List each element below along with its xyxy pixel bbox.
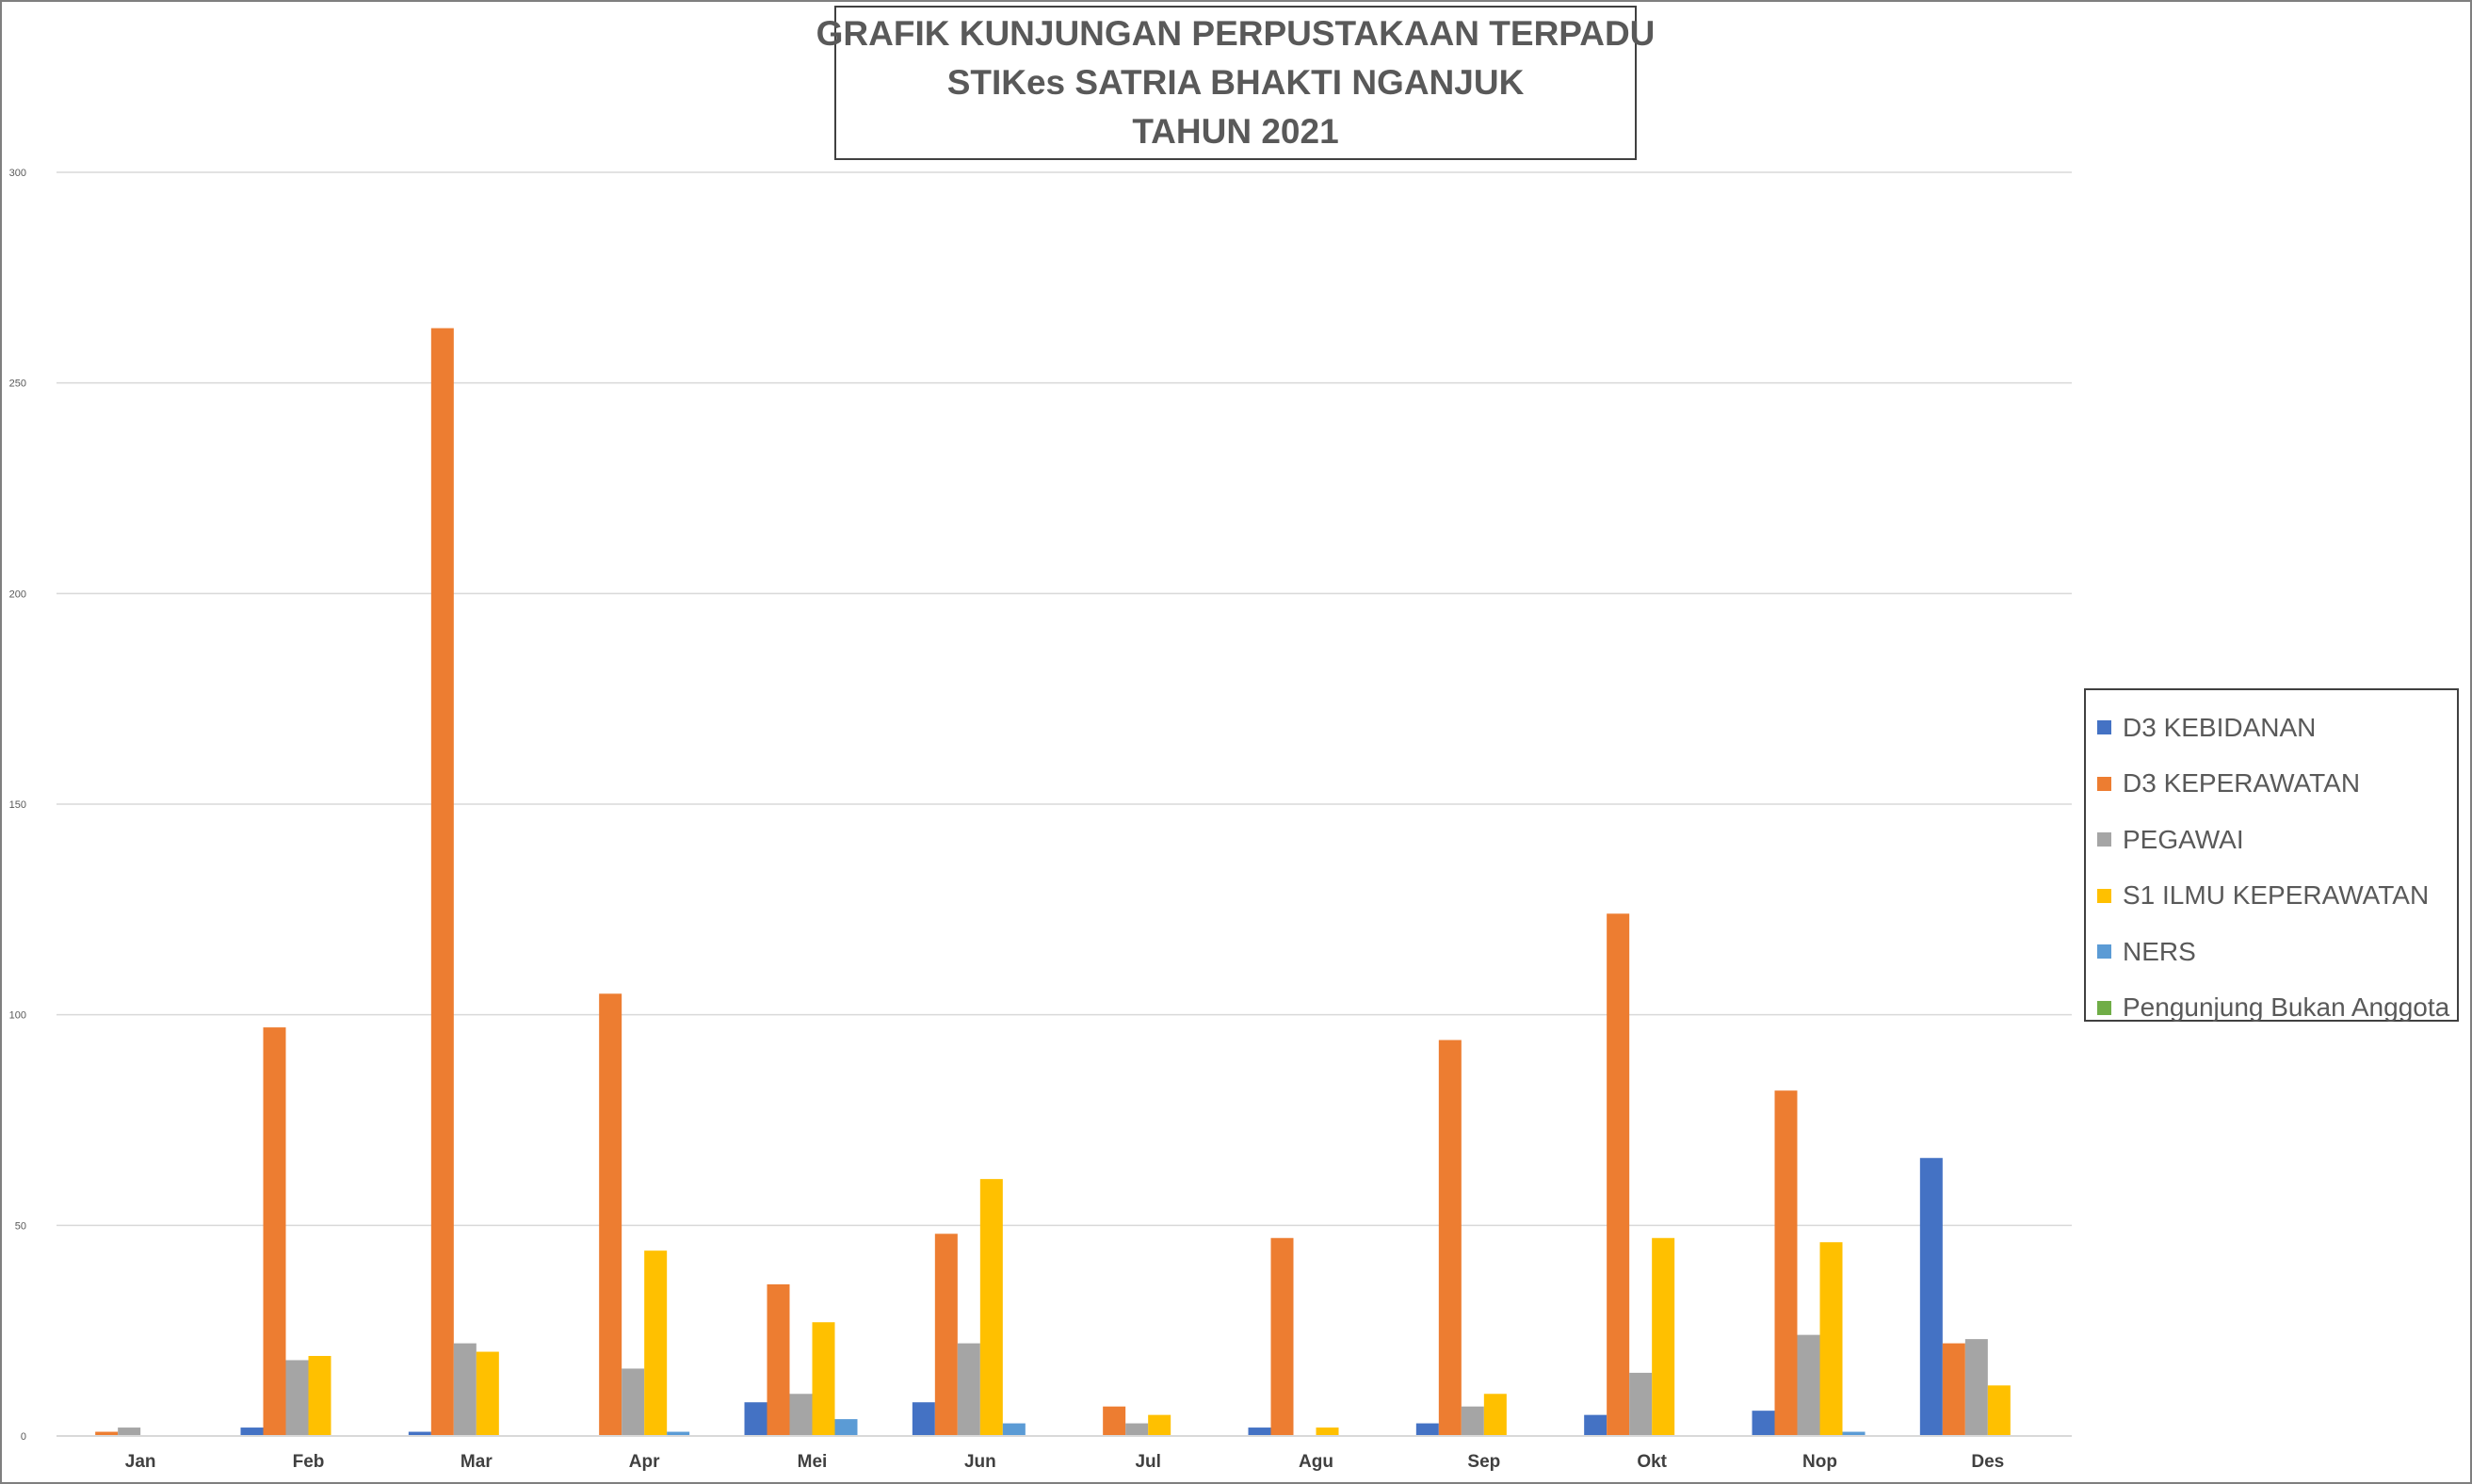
x-category-label: Des [1971, 1452, 2004, 1472]
x-category-label: Nop [1802, 1452, 1837, 1472]
legend-swatch [2097, 944, 2111, 960]
bar-agu-series-3 [1316, 1428, 1339, 1436]
bar-jun-series-4 [1002, 1423, 1026, 1436]
legend-label: NERS [2123, 936, 2196, 966]
bar-feb-series-0 [240, 1428, 264, 1436]
bar-mei-series-0 [744, 1402, 767, 1436]
y-tick-label: 50 [15, 1220, 26, 1232]
bar-feb-series-1 [263, 1027, 286, 1436]
bar-nop-series-3 [1819, 1242, 1843, 1436]
bar-sep-series-0 [1415, 1423, 1439, 1436]
legend-item-ners: NERS [2086, 924, 2457, 980]
y-tick-label: 100 [9, 1010, 26, 1022]
x-category-label: Jan [125, 1452, 156, 1472]
x-category-label: Okt [1637, 1452, 1667, 1472]
bar-jan-series-1 [95, 1431, 119, 1436]
legend-item-pegawai: PEGAWAI [2086, 812, 2457, 868]
y-tick-label: 150 [9, 799, 26, 811]
legend-label: Pengunjung Bukan Anggota [2123, 992, 2450, 1023]
bar-okt-series-3 [1652, 1237, 1675, 1436]
bar-apr-series-2 [622, 1368, 645, 1436]
bar-des-series-3 [1987, 1385, 2011, 1436]
y-axis-tick-labels: 0 50 100 150 200 250 300 [9, 168, 26, 1443]
bar-jun-series-1 [934, 1234, 958, 1436]
bar-sep-series-3 [1483, 1394, 1507, 1436]
x-category-label: Sep [1467, 1452, 1500, 1472]
bar-jun-series-2 [957, 1343, 980, 1436]
x-category-label: Feb [293, 1452, 325, 1472]
bar-okt-series-1 [1607, 913, 1630, 1436]
bar-mei-series-3 [812, 1322, 835, 1436]
legend-swatch [2097, 832, 2111, 847]
bar-jul-series-2 [1125, 1423, 1149, 1436]
legend: D3 KEBIDANAN D3 KEPERAWATAN PEGAWAI S1 I… [2084, 688, 2459, 1022]
legend-label: PEGAWAI [2123, 824, 2244, 854]
legend-item-s1-ilmu-keperawatan: S1 ILMU KEPERAWATAN [2086, 868, 2457, 925]
chart-title-line-3: TAHUN 2021 [1132, 112, 1339, 151]
bar-jul-series-1 [1103, 1406, 1126, 1436]
legend-label: D3 KEPERAWATAN [2123, 768, 2361, 798]
legend-swatch [2097, 888, 2111, 903]
bar-jan-series-2 [118, 1428, 141, 1436]
bar-sep-series-1 [1438, 1040, 1462, 1436]
bar-feb-series-3 [308, 1356, 331, 1436]
bar-okt-series-0 [1584, 1414, 1608, 1436]
x-category-label: Apr [629, 1452, 660, 1472]
bar-agu-series-1 [1270, 1237, 1294, 1436]
bar-agu-series-0 [1248, 1428, 1271, 1436]
bar-sep-series-2 [1461, 1406, 1484, 1436]
y-tick-label: 300 [9, 168, 26, 179]
legend-label: D3 KEBIDANAN [2123, 712, 2317, 742]
bars [95, 328, 2011, 1437]
bar-jul-series-3 [1148, 1414, 1171, 1436]
legend-item-d3-kebidanan: D3 KEBIDANAN [2086, 700, 2457, 756]
legend-item-d3-keperawatan: D3 KEPERAWATAN [2086, 756, 2457, 813]
bar-apr-series-3 [644, 1250, 668, 1436]
bar-jun-series-3 [979, 1179, 1003, 1436]
bar-mei-series-1 [767, 1283, 790, 1436]
gridlines [57, 171, 2072, 1227]
bar-mar-series-3 [476, 1351, 499, 1436]
x-category-label: Jun [964, 1452, 996, 1472]
legend-label: S1 ILMU KEPERAWATAN [2123, 880, 2430, 911]
x-category-label: Mar [460, 1452, 493, 1472]
bar-okt-series-2 [1629, 1372, 1653, 1436]
bar-des-series-2 [1964, 1339, 1988, 1436]
bar-mar-series-2 [453, 1343, 477, 1436]
x-category-label: Agu [1299, 1452, 1333, 1472]
bar-nop-series-1 [1774, 1090, 1798, 1436]
chart-title-line-1: GRAFIK KUNJUNGAN PERPUSTAKAAN TERPADU [816, 14, 1656, 53]
bar-mei-series-4 [834, 1419, 858, 1436]
bar-apr-series-1 [599, 993, 622, 1436]
bar-nop-series-0 [1752, 1411, 1775, 1436]
bar-mei-series-2 [789, 1394, 813, 1436]
bar-nop-series-2 [1797, 1334, 1820, 1436]
x-category-label: Jul [1135, 1452, 1160, 1472]
bar-des-series-0 [1919, 1157, 1943, 1436]
bar-feb-series-2 [285, 1360, 309, 1436]
legend-swatch [2097, 1000, 2111, 1015]
category-labels: Jan Feb Mar Apr Mei Jun Jul Agu Sep Okt Nop Des [125, 1452, 2004, 1472]
bar-jun-series-0 [912, 1402, 935, 1436]
legend-swatch [2097, 720, 2111, 735]
bar-apr-series-4 [667, 1431, 690, 1436]
y-tick-label: 250 [9, 379, 26, 390]
chart-title-box: GRAFIK KUNJUNGAN PERPUSTAKAAN TERPADU ST… [816, 6, 1655, 160]
bar-nop-series-4 [1842, 1431, 1866, 1436]
legend-swatch [2097, 776, 2111, 791]
bar-mar-series-1 [430, 328, 454, 1437]
bar-des-series-1 [1942, 1343, 1965, 1436]
y-tick-label: 0 [21, 1431, 26, 1443]
y-tick-label: 200 [9, 589, 26, 600]
chart-title-line-2: STIKes SATRIA BHAKTI NGANJUK [946, 63, 1525, 102]
legend-item-pengunjung-bukan-anggota: Pengunjung Bukan Anggota [2086, 980, 2457, 1037]
x-category-label: Mei [798, 1452, 828, 1472]
bar-mar-series-0 [408, 1431, 431, 1436]
